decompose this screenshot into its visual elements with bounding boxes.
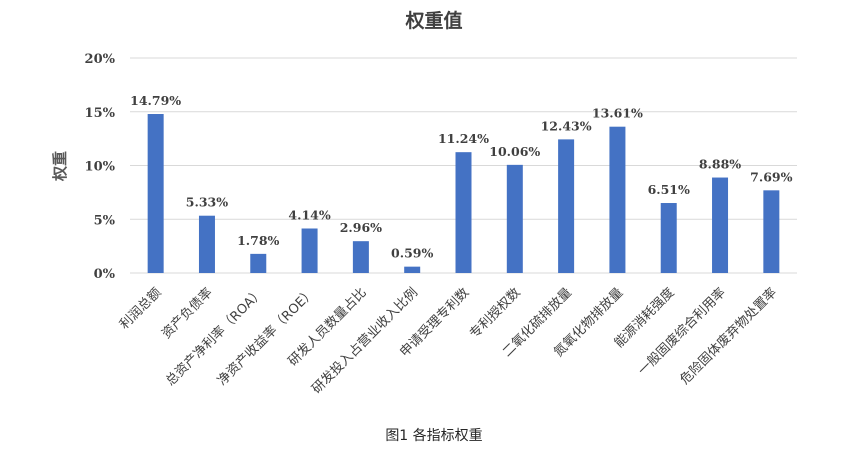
chart-title: 权重值 (404, 9, 462, 32)
data-label: 13.61% (592, 106, 643, 121)
data-label: 0.59% (391, 246, 433, 261)
x-tick-label: 危险固体废弃物处置率 (677, 285, 780, 388)
bar (352, 241, 369, 273)
x-axis-ticks: 利润总额资产负债率总资产净利率（ROA）净资产收益率（ROE）研发人员数量占比研… (117, 285, 780, 397)
bar (250, 253, 267, 273)
x-tick-label: 净资产收益率（ROE） (214, 285, 318, 389)
y-tick-label: 10% (85, 160, 116, 175)
x-tick-label: 总资产净利率（ROA） (162, 285, 267, 390)
y-tick-label: 5% (94, 213, 116, 228)
data-label: 10.06% (489, 144, 540, 159)
bar (301, 228, 318, 273)
data-label: 1.78% (237, 233, 279, 248)
data-label: 4.14% (288, 207, 330, 222)
bar (558, 139, 575, 273)
bar (147, 114, 164, 273)
data-label: 8.88% (699, 157, 741, 172)
bar (712, 177, 729, 273)
bar (660, 203, 677, 273)
x-tick-label: 一般固废综合利用率 (635, 285, 729, 379)
bar (609, 126, 626, 273)
y-tick-label: 0% (94, 267, 116, 282)
data-label: 5.33% (186, 195, 228, 210)
x-tick-label: 利润总额 (117, 285, 164, 332)
data-label: 11.24% (438, 131, 489, 146)
bar (506, 164, 523, 273)
bars (147, 114, 780, 273)
bar (198, 215, 215, 273)
data-label: 7.69% (750, 169, 792, 184)
data-label: 6.51% (648, 182, 690, 197)
figure-caption: 图1 各指标权重 (385, 428, 482, 444)
bar (763, 190, 780, 273)
data-label: 2.96% (340, 220, 382, 235)
bar (404, 266, 421, 273)
data-label: 14.79% (130, 93, 181, 108)
data-label: 12.43% (541, 118, 592, 133)
y-axis-ticks: 0% 5% 10% 15% 20% (85, 52, 116, 282)
y-tick-label: 15% (85, 106, 116, 121)
y-tick-label: 20% (85, 52, 116, 67)
bar (455, 152, 472, 273)
data-labels: 14.79% 5.33% 1.78% 4.14% 2.96% 0.59% 11.24%10.… (130, 93, 792, 261)
x-tick-label: 研发投入占营业收入比例 (309, 285, 421, 397)
y-axis-label: 权重 (51, 151, 69, 182)
